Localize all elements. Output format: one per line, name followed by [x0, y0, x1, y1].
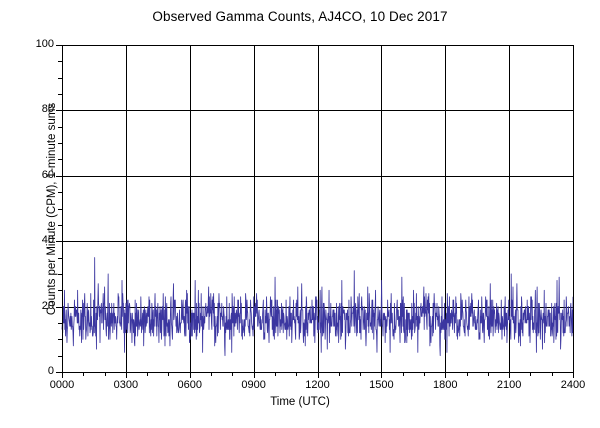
x-tick-label: 0600: [177, 379, 202, 391]
data-series-gamma-counts: [61, 257, 574, 357]
y-tick-label: 100: [35, 38, 54, 50]
y-tick-label: 60: [41, 168, 54, 181]
x-tick-label: 2100: [496, 379, 522, 391]
x-tick-label: 1200: [305, 379, 330, 391]
x-tick-label: 2400: [560, 379, 586, 391]
y-tick-label: 40: [41, 234, 54, 247]
x-tick-label: 0300: [113, 379, 139, 391]
y-tick-label: 20: [41, 299, 54, 312]
y-tick-label: 0: [47, 365, 54, 377]
x-tick-label: 1800: [433, 379, 458, 391]
y-tick-label: 80: [41, 103, 54, 116]
x-tick-label: 0900: [241, 379, 266, 391]
plot-frame: [62, 45, 574, 373]
x-axis-title: Time (UTC): [270, 396, 330, 408]
chart-title: Observed Gamma Counts, AJ4CO, 10 Dec 201…: [152, 9, 448, 24]
x-tick-label: 0000: [49, 379, 75, 391]
x-tick-label: 1500: [369, 379, 394, 391]
y-axis-title: Counts per Minute (CPM), 1-minute sums: [46, 102, 58, 316]
